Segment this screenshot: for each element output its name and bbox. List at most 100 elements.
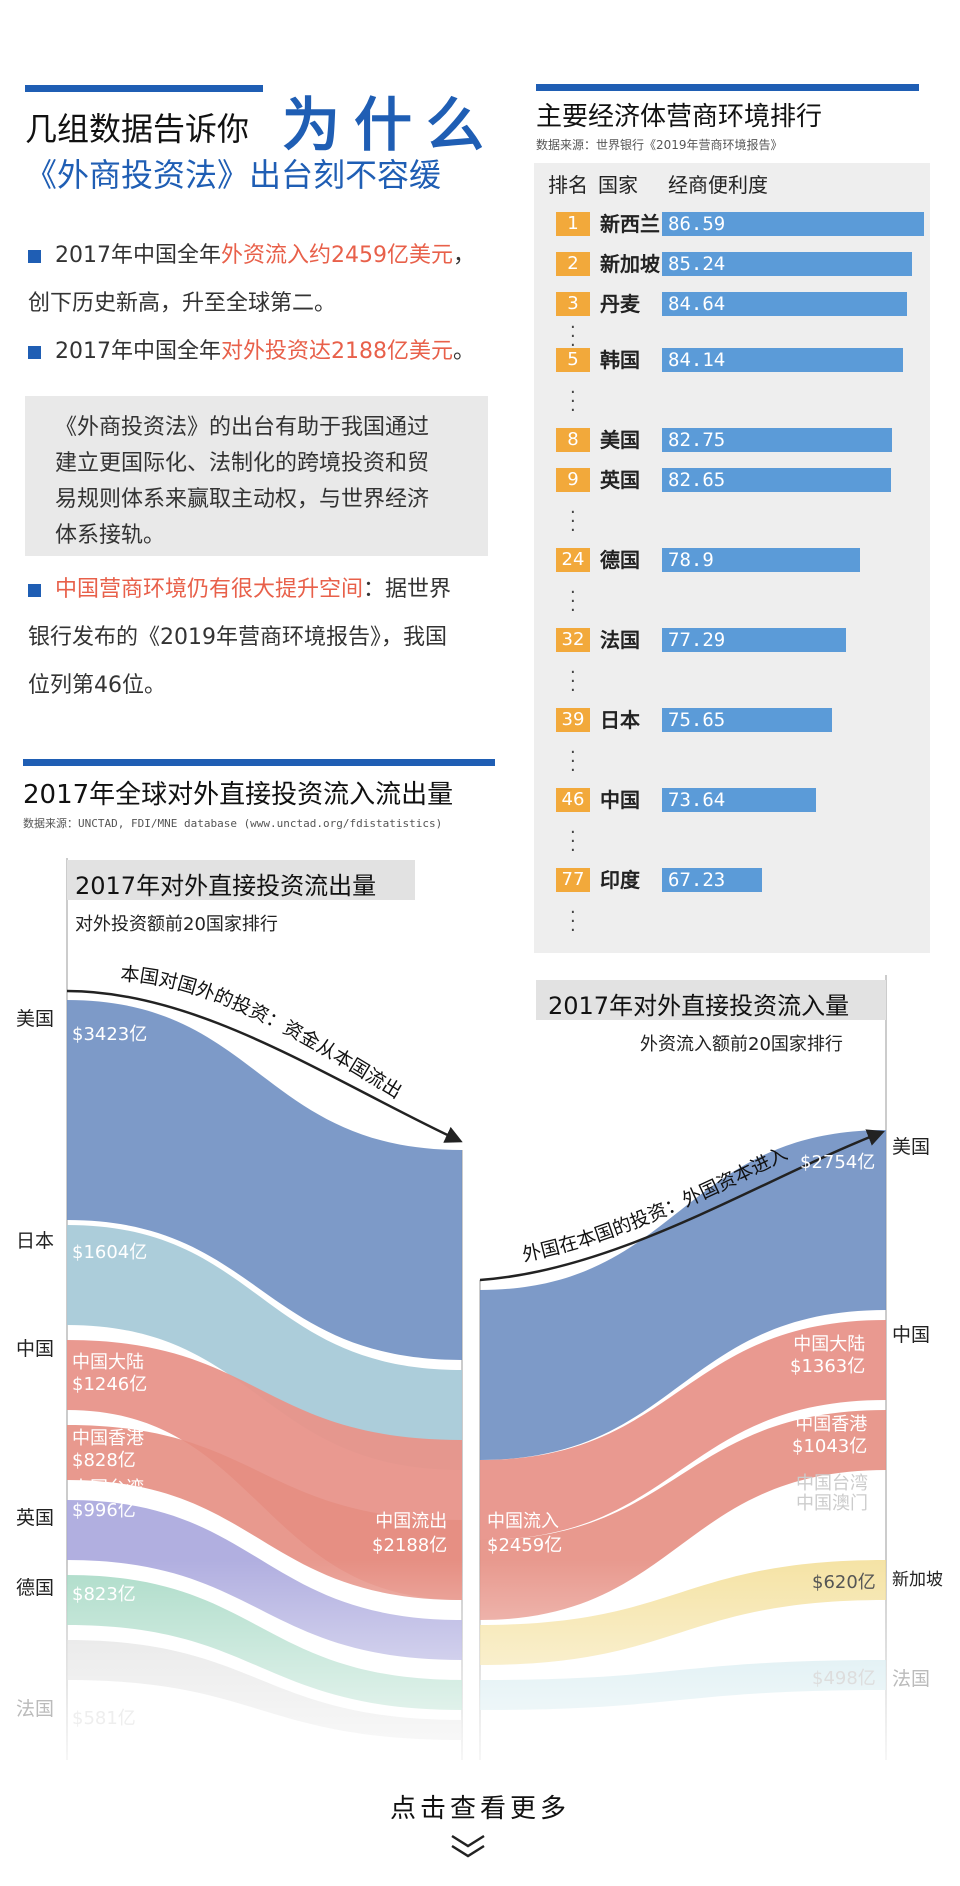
rank-score-bar: 85.24 (662, 252, 912, 276)
rank-country: 美国 (600, 428, 640, 452)
in-source-label: 中国流入 $2459亿 (487, 1511, 563, 1556)
out-target-label: 中国流出 $2188亿 (372, 1511, 448, 1556)
in-country-china: 中国 (892, 1324, 931, 1346)
ellipsis-dots: · · · (570, 582, 576, 621)
rank-score-bar: 78.9 (662, 548, 860, 572)
ellipsis-dots: · · · (570, 742, 576, 781)
bullet-square-icon (28, 345, 41, 359)
outflow-title-box: 2017年对外直接投资流出量 (67, 860, 415, 900)
rank-score-bar: 75.65 (662, 708, 832, 732)
col-country: 国家 (598, 173, 638, 197)
rank-badge: 24 (556, 548, 590, 572)
flow-usa-in (480, 1130, 886, 1460)
rank-score-bar: 84.64 (662, 292, 907, 316)
quote-line: 易规则体系来赢取主动权，与世界经济 (55, 487, 430, 512)
ellipsis-dots: · · · (570, 662, 576, 701)
rank-country: 印度 (600, 868, 640, 892)
rank-score-bar: 82.65 (662, 468, 891, 492)
ellipsis-dots: · · · (570, 902, 576, 941)
bullet-square-icon (28, 249, 41, 263)
rank-country: 丹麦 (600, 292, 640, 316)
inflow-subtitle: 外资流入额前20国家排行 (640, 1034, 843, 1055)
out-country-france: 法国 (16, 1698, 55, 1720)
rank-badge: 77 (556, 868, 590, 892)
in-value-usa: $2754亿 (800, 1152, 876, 1173)
rank-score-bar: 82.75 (662, 428, 892, 452)
out-value-tw: 中国台湾 $996亿 (72, 1478, 144, 1521)
inflow-title: 2017年对外直接投资流入量 (548, 992, 850, 1020)
rank-country: 法国 (600, 628, 640, 652)
rank-score-bar: 73.64 (662, 788, 816, 812)
bottom-fade (0, 1560, 960, 1800)
ranking-row: 24 德国 78.9 (534, 546, 930, 574)
quote-box: 《外商投资法》的出台有助于我国通过 建立更国际化、法制化的跨境投资和贸 易规则体… (25, 396, 488, 556)
bullet-outflow: 2017年中国全年对外投资达2188亿美元。 (28, 328, 498, 376)
flow-usa-out (67, 1000, 462, 1360)
rank-score-bar: 86.59 (662, 212, 924, 236)
col-score: 经商便利度 (668, 173, 768, 197)
outflow-title: 2017年对外直接投资流出量 (75, 872, 377, 900)
out-country-usa: 美国 (16, 1008, 55, 1030)
in-value-tw-mo: 中国台湾 中国澳门 (796, 1473, 868, 1514)
bullet-inflow: 2017年中国全年外资流入约2459亿美元， 创下历史新高，升至全球第二。 (28, 243, 476, 316)
bullet-square-icon (28, 583, 41, 597)
ranking-row: 39 日本 75.65 (534, 706, 930, 734)
ranking-row: 77 印度 67.23 (534, 866, 930, 894)
rank-score-bar: 77.29 (662, 628, 846, 652)
ranking-row: 9 英国 82.65 (534, 466, 930, 494)
fdi-rule (23, 759, 495, 766)
col-rank: 排名 (548, 173, 588, 197)
rank-score-bar: 67.23 (662, 868, 762, 892)
ellipsis-dots: · · · (570, 502, 576, 541)
out-value-hk: 中国香港 $828亿 (72, 1428, 144, 1471)
rank-badge: 9 (556, 468, 590, 492)
rank-badge: 32 (556, 628, 590, 652)
rank-badge: 1 (556, 212, 590, 236)
rank-badge: 3 (556, 292, 590, 316)
rank-country: 新西兰 (600, 212, 660, 236)
inflow-title-box: 2017年对外直接投资流入量 (536, 980, 886, 1020)
ranking-row: 1 新西兰 86.59 (534, 210, 930, 238)
see-more-link[interactable]: 点击查看更多 (389, 1794, 570, 1824)
headline-emphasis: 为什么 (282, 91, 499, 159)
flow-hk-out (67, 1425, 462, 1600)
rank-country: 韩国 (600, 348, 640, 372)
inflow-arrow (479, 1129, 885, 1282)
out-value-usa: $3423亿 (72, 1024, 148, 1045)
rank-country: 英国 (600, 468, 640, 492)
out-value-japan: $1604亿 (72, 1242, 148, 1263)
out-country-japan: 日本 (16, 1230, 55, 1252)
ranking-title: 主要经济体营商环境排行 (536, 102, 823, 132)
outflow-subtitle: 对外投资额前20国家排行 (75, 914, 278, 935)
ranking-panel: 排名 国家 经商便利度 1 新西兰 86.59 2 新加坡 85.24 3 丹麦 84.64 5 韩… (534, 163, 930, 953)
ranking-row: 32 法国 77.29 (534, 626, 930, 654)
sankey-chart: 本国对国外的投资：资金从本国流出 外国在本国的投资：外国资本进入 (0, 858, 960, 1800)
ranking-row: 46 中国 73.64 (534, 786, 930, 814)
ranking-row: 2 新加坡 85.24 (534, 250, 930, 278)
headline-line2: 《外商投资法》出台刻不容缓 (25, 156, 442, 194)
rank-badge: 39 (556, 708, 590, 732)
out-value-germany: $823亿 (72, 1584, 136, 1605)
ellipsis-dots: · · · (570, 822, 576, 861)
out-value-mainland: 中国大陆 $1246亿 (72, 1352, 148, 1395)
double-chevron-down-icon[interactable] (448, 1832, 488, 1862)
in-value-hk: 中国香港 $1043亿 (792, 1414, 868, 1457)
in-value-singapore: $620亿 (812, 1572, 876, 1593)
in-country-france: 法国 (892, 1668, 931, 1690)
flow-japan-out (67, 1225, 462, 1470)
in-value-france: $498亿 (812, 1668, 876, 1689)
in-country-usa: 美国 (892, 1136, 931, 1158)
out-value-france: $581亿 (72, 1708, 136, 1729)
rank-badge: 2 (556, 252, 590, 276)
rank-country: 中国 (600, 788, 640, 812)
rank-badge: 46 (556, 788, 590, 812)
quote-line: 体系接轨。 (55, 523, 166, 548)
in-value-mainland: 中国大陆 $1363亿 (790, 1334, 866, 1377)
out-country-germany: 德国 (16, 1577, 55, 1599)
rank-badge: 5 (556, 348, 590, 372)
ellipsis-dots: · · · (570, 317, 576, 356)
ranking-rule (536, 84, 919, 91)
header-rule (25, 85, 263, 92)
rank-score-bar: 84.14 (662, 348, 903, 372)
out-country-china: 中国 (16, 1338, 55, 1360)
